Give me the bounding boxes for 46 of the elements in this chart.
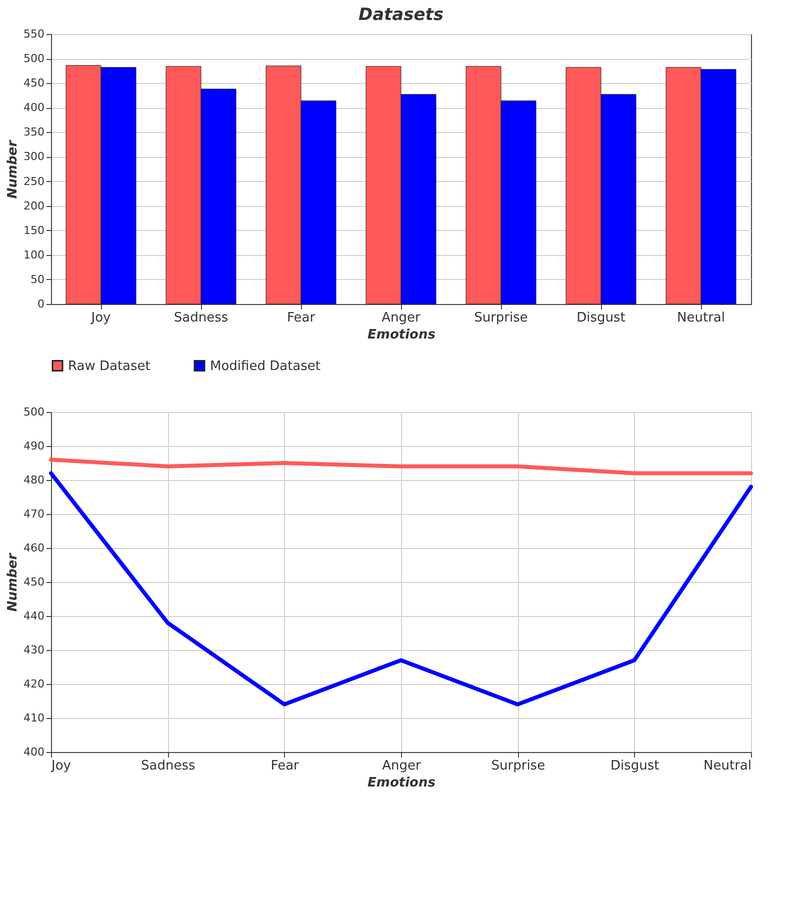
y-axis-title: Number	[6, 552, 21, 612]
y-tick-label: 480	[24, 474, 44, 486]
x-tick-label: Fear	[270, 758, 300, 774]
y-tick-label: 410	[24, 712, 44, 724]
y-tick-label: 50	[30, 272, 44, 286]
y-tick-label: 100	[24, 248, 44, 262]
y-tick-label: 470	[24, 508, 44, 520]
y-tick-label: 300	[24, 150, 44, 164]
y-tick-label: 490	[24, 440, 44, 452]
y-tick-label: 350	[24, 126, 44, 139]
y-tick-label: 440	[24, 610, 44, 622]
x-tick-label: Disgust	[610, 758, 660, 774]
x-tick-label: Surprise	[474, 310, 528, 326]
line-series	[49, 458, 753, 476]
y-tick-label: 400	[24, 746, 44, 758]
y-tick-label: 500	[24, 52, 44, 66]
x-tick-label: Anger	[382, 758, 422, 774]
line-series	[49, 471, 753, 706]
x-tick-label: Sadness	[141, 758, 196, 774]
x-tick-label: Joy	[90, 310, 112, 326]
y-tick-label: 250	[24, 174, 44, 188]
y-tick-label: 450	[24, 76, 44, 90]
x-tick-label: Disgust	[576, 310, 626, 326]
y-tick-label: 430	[24, 644, 44, 656]
x-tick-label: Fear	[286, 310, 316, 326]
y-tick-label: 460	[24, 542, 44, 554]
legend-label: Modified Dataset	[210, 358, 321, 374]
x-tick-label: Neutral	[704, 758, 752, 774]
y-axis-title: Number	[6, 138, 21, 199]
x-tick-label: Neutral	[677, 310, 725, 326]
x-axis-title: Emotions	[368, 776, 436, 790]
x-tick-label: Sadness	[174, 310, 228, 326]
y-tick-label: 500	[24, 406, 44, 418]
y-tick-label: 150	[24, 224, 44, 237]
y-tick-label: 0	[38, 298, 44, 310]
legend-label: Raw Dataset	[68, 358, 150, 374]
x-tick-label: Joy	[50, 758, 72, 774]
y-tick-label: 550	[24, 28, 44, 40]
x-tick-label: Surprise	[491, 758, 546, 774]
x-axis-title: Emotions	[368, 328, 436, 342]
chart-title: Datasets	[358, 5, 444, 25]
y-tick-label: 420	[24, 678, 44, 690]
y-tick-label: 400	[24, 101, 44, 114]
x-tick-label: Anger	[382, 310, 422, 326]
y-tick-label: 200	[24, 199, 44, 212]
y-tick-label: 450	[24, 576, 44, 588]
